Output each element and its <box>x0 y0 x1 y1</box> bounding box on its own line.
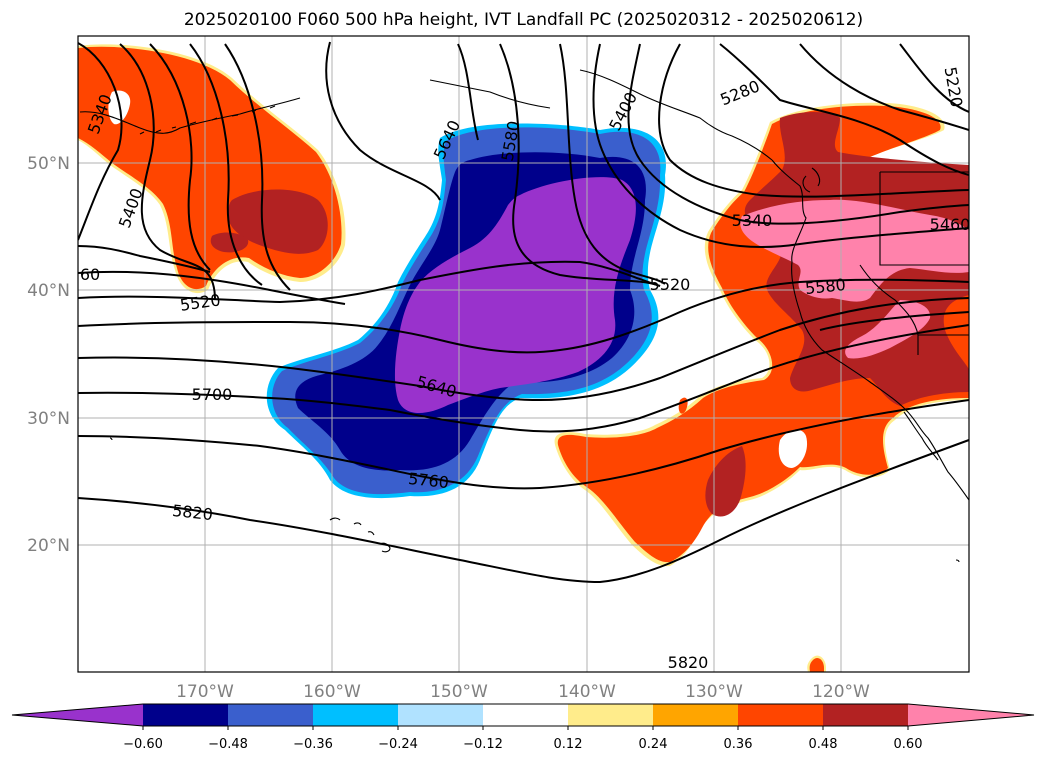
height-label: 60 <box>80 265 100 284</box>
colorbar-segment <box>653 704 738 726</box>
height-label: 5820 <box>668 653 709 672</box>
positive-anomaly-region-west <box>78 44 346 294</box>
height-label: 5520 <box>650 275 691 294</box>
colorbar-segment <box>738 704 823 726</box>
colorbar-tick-label: 0.48 <box>809 737 838 752</box>
colorbar-segment <box>568 704 653 726</box>
colorbar-segment <box>483 704 568 726</box>
latitude-labels: 50°N 40°N 30°N 20°N <box>27 154 70 556</box>
colorbar-segment <box>823 704 908 726</box>
lat-label: 20°N <box>27 536 70 556</box>
longitude-labels: 170°W 160°W 150°W 140°W 130°W 120°W <box>176 682 870 702</box>
height-contours-se <box>819 311 969 331</box>
colorbar-tick-label: −0.48 <box>208 737 248 752</box>
height-label: 5580 <box>804 275 846 298</box>
map-frame <box>77 35 970 673</box>
lat-label: 30°N <box>27 409 70 429</box>
lon-label: 150°W <box>430 682 488 702</box>
lon-label: 130°W <box>685 682 743 702</box>
height-label: 5460 <box>930 215 971 234</box>
colorbar-tick-label: −0.24 <box>378 737 418 752</box>
height-label: 5820 <box>171 501 213 524</box>
map-area: 5340 5400 5520 60 5700 5820 5640 5580 54… <box>78 36 971 672</box>
lon-label: 160°W <box>303 682 361 702</box>
height-contours <box>78 41 969 584</box>
negative-anomaly-region <box>266 123 666 499</box>
colorbar-tick-label: 0.24 <box>639 737 668 752</box>
lon-label: 140°W <box>558 682 616 702</box>
colorbar-segment <box>398 704 483 726</box>
colorbar-tick-label: −0.60 <box>123 737 163 752</box>
graticule <box>78 36 969 672</box>
colorbar-tick-label: −0.12 <box>463 737 503 752</box>
height-label: 5760 <box>407 469 449 492</box>
colorbar-tick-label: 0.36 <box>724 737 753 752</box>
colorbar-segment <box>143 704 228 726</box>
coastlines <box>79 69 969 563</box>
lon-label: 170°W <box>176 682 234 702</box>
colorbar-extend-low <box>12 704 143 726</box>
height-label: 5700 <box>192 385 233 404</box>
height-label: 5340 <box>732 211 773 230</box>
lat-label: 50°N <box>27 154 70 174</box>
colorbar: −0.60 −0.48 −0.36 −0.24 −0.12 0.12 0.24 0.36 0.4… <box>11 703 1035 752</box>
lat-label: 40°N <box>27 281 70 301</box>
colorbar-tick-label: −0.36 <box>293 737 333 752</box>
colorbar-segment <box>228 704 313 726</box>
colorbar-tick-label: 0.60 <box>894 737 923 752</box>
colorbar-tick-label: 0.12 <box>554 737 583 752</box>
lon-label: 120°W <box>812 682 870 702</box>
map-title: 2025020100 F060 500 hPa height, IVT Land… <box>183 10 864 30</box>
colorbar-segment <box>313 704 398 726</box>
colorbar-extend-high <box>908 704 1034 726</box>
